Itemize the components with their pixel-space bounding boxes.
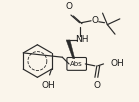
Text: NH: NH (75, 35, 88, 44)
Text: O: O (94, 81, 101, 90)
Text: OH: OH (42, 81, 55, 90)
Text: Abs: Abs (70, 61, 83, 67)
FancyBboxPatch shape (67, 58, 86, 70)
Polygon shape (66, 40, 75, 59)
Text: OH: OH (110, 59, 124, 68)
Text: O: O (91, 16, 98, 25)
Text: O: O (65, 2, 73, 11)
